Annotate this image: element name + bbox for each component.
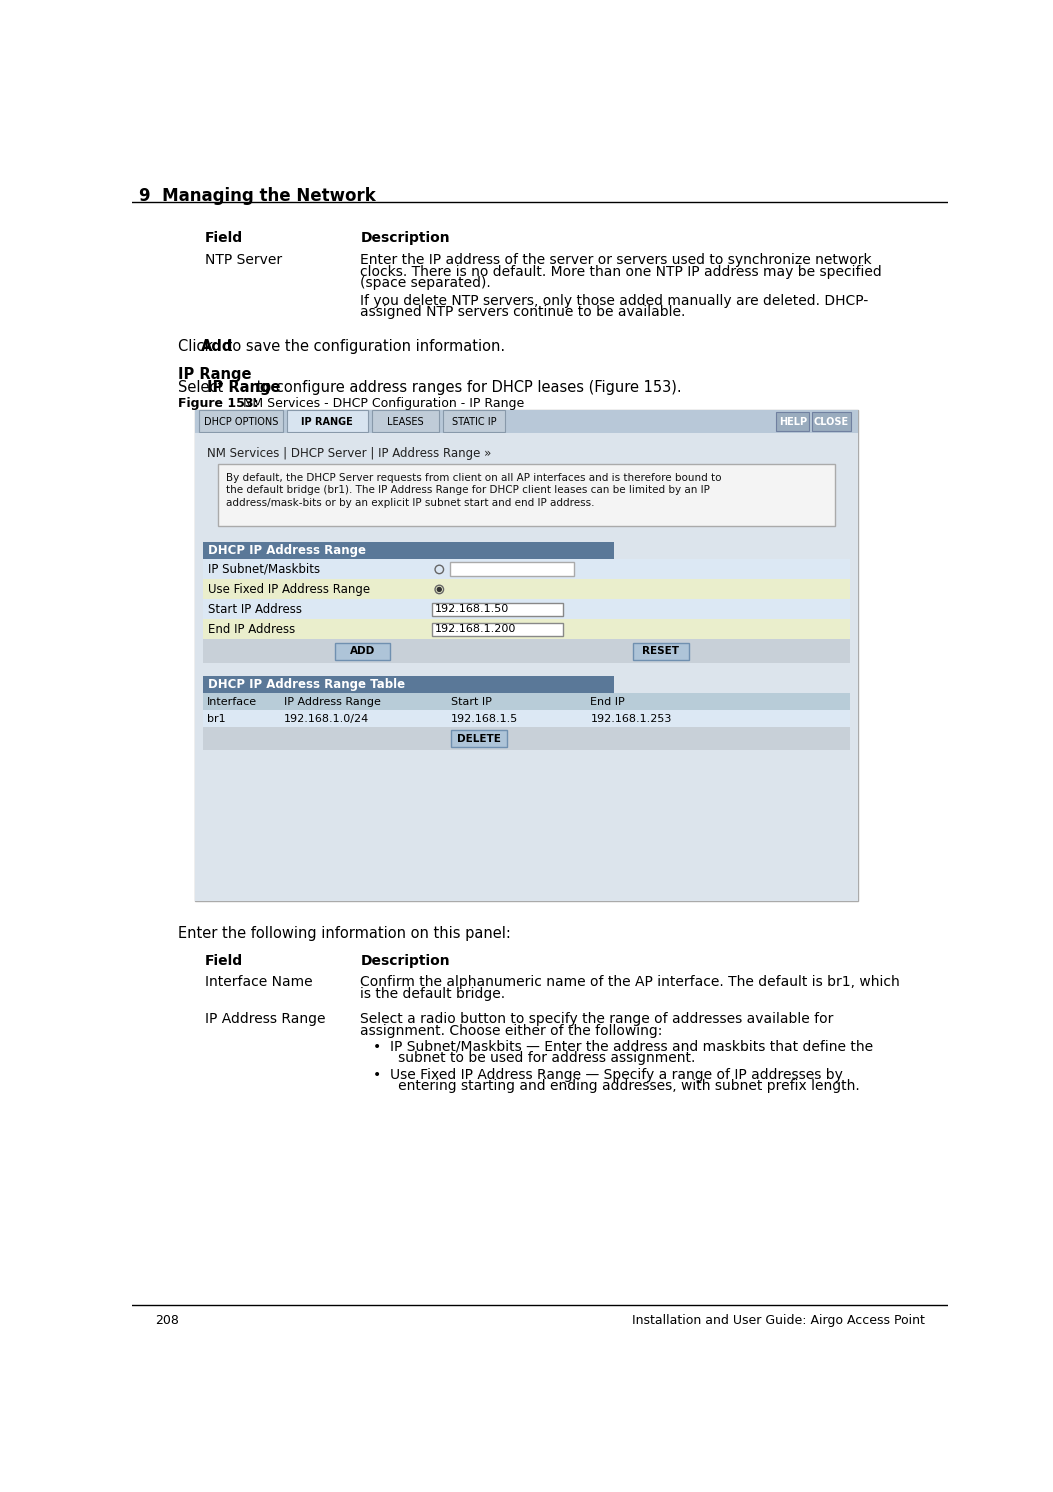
Bar bbox=[195, 433, 858, 901]
Text: clocks. There is no default. More than one NTP IP address may be specified: clocks. There is no default. More than o… bbox=[360, 264, 882, 279]
Bar bbox=[633, 643, 689, 659]
Bar bbox=[203, 640, 850, 662]
Text: Enter the following information on this panel:: Enter the following information on this … bbox=[178, 927, 511, 941]
Text: 9  Managing the Network: 9 Managing the Network bbox=[139, 186, 376, 204]
Text: br1: br1 bbox=[206, 713, 225, 724]
Text: CLOSE: CLOSE bbox=[814, 416, 849, 427]
Text: IP Address Range: IP Address Range bbox=[205, 1012, 325, 1026]
Text: •  IP Subnet/Maskbits — Enter the address and maskbits that define the: • IP Subnet/Maskbits — Enter the address… bbox=[373, 1040, 873, 1053]
Text: 192.168.1.0/24: 192.168.1.0/24 bbox=[284, 713, 370, 724]
Text: Installation and User Guide: Airgo Access Point: Installation and User Guide: Airgo Acces… bbox=[632, 1314, 925, 1326]
Bar bbox=[432, 603, 563, 616]
Bar bbox=[443, 410, 505, 431]
Text: Interface: Interface bbox=[206, 697, 257, 707]
Text: DHCP OPTIONS: DHCP OPTIONS bbox=[203, 416, 278, 427]
Text: address/mask-bits or by an explicit IP subnet start and end IP address.: address/mask-bits or by an explicit IP s… bbox=[226, 498, 595, 507]
Text: NM Services - DHCP Configuration - IP Range: NM Services - DHCP Configuration - IP Ra… bbox=[227, 397, 524, 410]
Text: NTP Server: NTP Server bbox=[205, 254, 282, 267]
Text: Select a radio button to specify the range of addresses available for: Select a radio button to specify the ran… bbox=[360, 1012, 834, 1026]
Text: Field: Field bbox=[205, 953, 243, 968]
Text: Figure 153:: Figure 153: bbox=[178, 397, 259, 410]
Text: Description: Description bbox=[360, 231, 450, 245]
Text: End IP Address: End IP Address bbox=[207, 624, 295, 636]
Text: Field: Field bbox=[205, 231, 243, 245]
Text: entering starting and ending addresses, with subnet prefix length.: entering starting and ending addresses, … bbox=[385, 1079, 860, 1094]
Text: ADD: ADD bbox=[350, 646, 375, 656]
Text: 192.168.1.253: 192.168.1.253 bbox=[591, 713, 672, 724]
Bar bbox=[203, 560, 850, 579]
Bar bbox=[195, 410, 858, 433]
Bar bbox=[203, 727, 850, 750]
Bar bbox=[372, 410, 439, 431]
Text: Click: Click bbox=[178, 339, 218, 354]
Text: DHCP IP Address Range Table: DHCP IP Address Range Table bbox=[207, 679, 404, 691]
Bar bbox=[203, 710, 850, 727]
Bar bbox=[203, 676, 614, 694]
Bar bbox=[450, 562, 574, 576]
Text: IP Address Range: IP Address Range bbox=[284, 697, 381, 707]
Text: DHCP IP Address Range: DHCP IP Address Range bbox=[207, 545, 365, 558]
Bar bbox=[286, 410, 367, 431]
Text: Description: Description bbox=[360, 953, 450, 968]
Bar bbox=[335, 643, 391, 659]
Text: to save the configuration information.: to save the configuration information. bbox=[222, 339, 505, 354]
Text: the default bridge (br1). The IP Address Range for DHCP client leases can be lim: the default bridge (br1). The IP Address… bbox=[226, 485, 710, 495]
Text: •  Use Fixed IP Address Range — Specify a range of IP addresses by: • Use Fixed IP Address Range — Specify a… bbox=[373, 1068, 842, 1082]
Text: STATIC IP: STATIC IP bbox=[452, 416, 496, 427]
Text: 192.168.1.50: 192.168.1.50 bbox=[435, 604, 509, 615]
Text: NM Services | DHCP Server | IP Address Range »: NM Services | DHCP Server | IP Address R… bbox=[206, 448, 491, 460]
Text: If you delete NTP servers, only those added manually are deleted. DHCP-: If you delete NTP servers, only those ad… bbox=[360, 294, 869, 307]
Text: RESET: RESET bbox=[642, 646, 679, 656]
Bar bbox=[776, 412, 809, 431]
Text: Start IP: Start IP bbox=[451, 697, 492, 707]
Bar bbox=[203, 579, 850, 600]
Text: Interface Name: Interface Name bbox=[205, 976, 313, 989]
Text: Confirm the alphanumeric name of the AP interface. The default is br1, which: Confirm the alphanumeric name of the AP … bbox=[360, 976, 900, 989]
Text: End IP: End IP bbox=[591, 697, 625, 707]
Bar bbox=[203, 600, 850, 619]
Text: IP RANGE: IP RANGE bbox=[301, 416, 353, 427]
Text: assigned NTP servers continue to be available.: assigned NTP servers continue to be avai… bbox=[360, 306, 686, 319]
Text: Select: Select bbox=[178, 380, 229, 395]
Text: Use Fixed IP Address Range: Use Fixed IP Address Range bbox=[207, 583, 370, 595]
Text: IP Subnet/Maskbits: IP Subnet/Maskbits bbox=[207, 562, 320, 576]
Text: IP Range: IP Range bbox=[206, 380, 280, 395]
Text: (space separated).: (space separated). bbox=[360, 276, 491, 289]
Text: 192.168.1.5: 192.168.1.5 bbox=[451, 713, 518, 724]
Bar bbox=[203, 619, 850, 640]
Bar bbox=[451, 731, 506, 747]
Text: 208: 208 bbox=[155, 1314, 179, 1326]
Text: assignment. Choose either of the following:: assignment. Choose either of the followi… bbox=[360, 1024, 662, 1038]
Text: Start IP Address: Start IP Address bbox=[207, 603, 301, 616]
Text: subnet to be used for address assignment.: subnet to be used for address assignment… bbox=[385, 1052, 695, 1065]
Text: is the default bridge.: is the default bridge. bbox=[360, 986, 505, 1001]
Bar bbox=[432, 622, 563, 637]
Text: By default, the DHCP Server requests from client on all AP interfaces and is the: By default, the DHCP Server requests fro… bbox=[226, 473, 721, 483]
Bar bbox=[195, 410, 858, 901]
Bar bbox=[812, 412, 851, 431]
Text: to configure address ranges for DHCP leases (Figure 153).: to configure address ranges for DHCP lea… bbox=[252, 380, 681, 395]
Text: Add: Add bbox=[201, 339, 234, 354]
Text: Enter the IP address of the server or servers used to synchronize network: Enter the IP address of the server or se… bbox=[360, 254, 872, 267]
Circle shape bbox=[437, 586, 442, 592]
Bar bbox=[218, 464, 835, 525]
Text: LEASES: LEASES bbox=[388, 416, 424, 427]
Text: DELETE: DELETE bbox=[457, 734, 501, 745]
Bar bbox=[203, 694, 850, 710]
Bar bbox=[199, 410, 283, 431]
Bar bbox=[203, 543, 614, 560]
Text: IP Range: IP Range bbox=[178, 367, 252, 382]
Text: 192.168.1.200: 192.168.1.200 bbox=[435, 625, 516, 634]
Text: HELP: HELP bbox=[778, 416, 807, 427]
